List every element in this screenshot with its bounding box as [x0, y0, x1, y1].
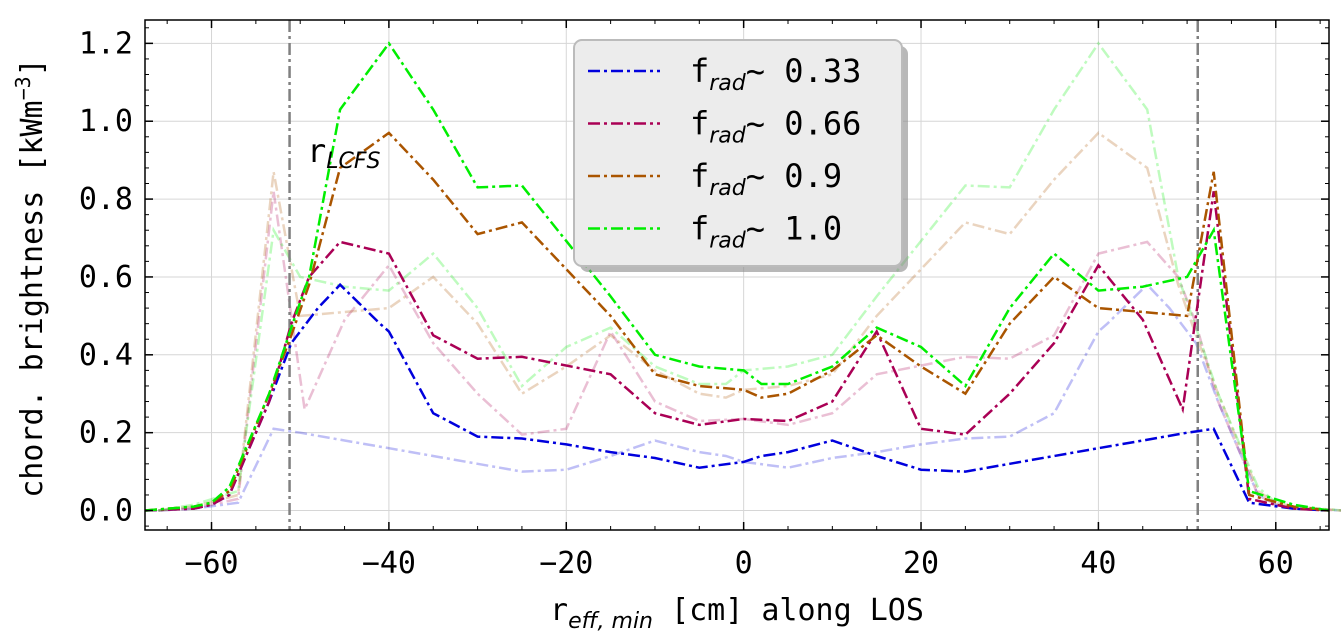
y-axis-label: chord. brightness [kWm−3] — [11, 58, 50, 498]
series-mirror-line — [158, 282, 1341, 512]
lcfs-lines — [288, 20, 1199, 530]
y-tick-label: 0.6 — [79, 260, 133, 295]
series-line — [144, 282, 1330, 512]
plot-frame — [144, 19, 1330, 531]
legend-label-f: f — [690, 157, 709, 195]
x-tick-label: −40 — [362, 546, 416, 581]
legend-label-sub: rad — [709, 176, 747, 201]
y-tick-label: 0.8 — [79, 182, 133, 217]
lcfs-annotation-r: r — [307, 132, 326, 170]
y-tick-label: 0.0 — [79, 494, 133, 529]
legend-label: frad~ 1.0 — [690, 210, 842, 254]
y-axis-label-sup: −3 — [11, 76, 35, 100]
lcfs-annotation-sub: LCFS — [326, 149, 380, 174]
legend-label: frad~ 0.9 — [690, 157, 842, 201]
legend-label-f: f — [690, 105, 709, 143]
series-line — [144, 41, 1330, 512]
legend-label-sub: rad — [709, 71, 747, 96]
y-axis-label-main: chord. brightness [kWm — [15, 100, 50, 497]
legend-label-sub: rad — [709, 229, 747, 254]
lcfs-annotation: rLCFS — [307, 132, 381, 174]
legend-label-value: ~ 0.9 — [746, 157, 842, 195]
legend-label: frad~ 0.66 — [690, 105, 861, 149]
x-tick-label: 60 — [1258, 546, 1294, 581]
series-line — [144, 131, 1330, 512]
y-tick-label: 1.0 — [79, 104, 133, 139]
legend-label-value: ~ 0.33 — [746, 52, 862, 90]
x-axis-label-sub: eff, min — [568, 609, 653, 634]
legend-label-sub: rad — [709, 124, 747, 149]
tick-labels: −60 −40 −20 0 20 40 60 0.0 0.2 0.4 0.6 0.8 1.0 1.2 — [79, 26, 1294, 581]
x-tick-label: 40 — [1080, 546, 1116, 581]
y-tick-label: 0.2 — [79, 416, 133, 451]
legend-label-f: f — [690, 210, 709, 248]
x-tick-label: 20 — [903, 546, 939, 581]
series-mirror-line — [158, 131, 1341, 512]
legend-box — [573, 39, 903, 267]
series-line — [144, 191, 1330, 512]
x-axis-label: reff, min [cm] along LOS — [550, 593, 924, 634]
x-axis-label-rest: [cm] along LOS — [653, 593, 924, 628]
legend-label-f: f — [690, 52, 709, 90]
series-lines — [144, 41, 1330, 512]
legend-label-value: ~ 0.66 — [746, 105, 862, 143]
x-axis-label-r: r — [550, 593, 568, 628]
legend-label: frad~ 0.33 — [690, 52, 861, 96]
x-tick-label: −60 — [184, 546, 238, 581]
axis-ticks — [145, 20, 1329, 530]
series-mirror-line — [158, 191, 1341, 512]
x-tick-label: −20 — [539, 546, 593, 581]
y-tick-label: 1.2 — [79, 26, 133, 61]
legend-label-value: ~ 1.0 — [746, 210, 842, 248]
y-tick-label: 0.4 — [79, 338, 133, 373]
y-axis-label-end: ] — [15, 58, 50, 76]
x-tick-label: 0 — [735, 546, 753, 581]
